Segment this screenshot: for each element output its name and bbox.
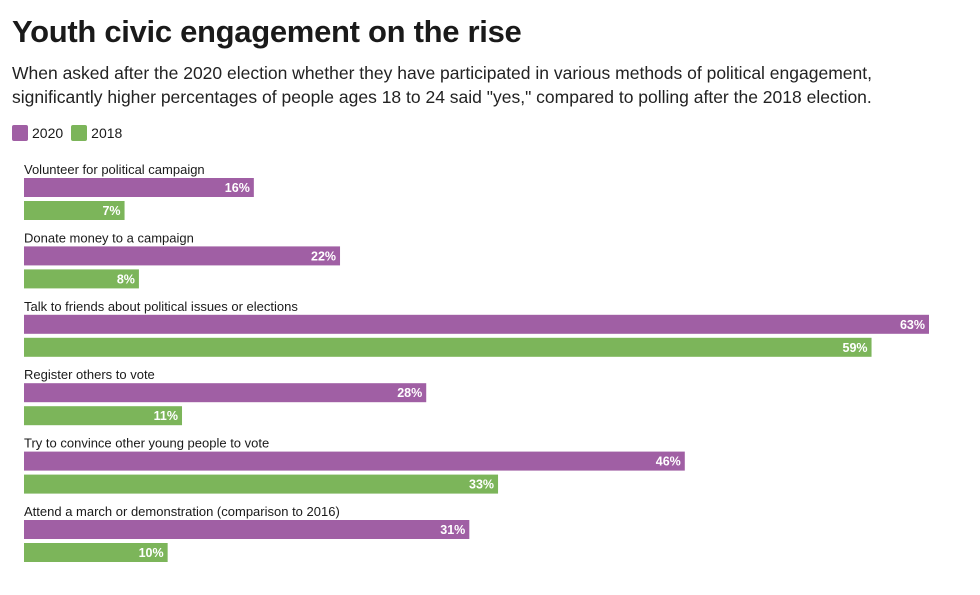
value-label-2020-talk-to-friends-about-political-issues-or-elections: 63% xyxy=(900,318,925,332)
category-label-try-to-convince-other-young-people-to-vote: Try to convince other young people to vo… xyxy=(24,436,269,451)
value-label-2020-donate-money-to-a-campaign: 22% xyxy=(311,249,336,263)
value-label-2018-talk-to-friends-about-political-issues-or-elections: 59% xyxy=(843,341,868,355)
chart-subtitle: When asked after the 2020 election wheth… xyxy=(12,63,872,107)
value-label-2018-register-others-to-vote: 11% xyxy=(154,409,178,423)
value-label-2018-attend-a-march-or-demonstration-comparison-to-2016: 10% xyxy=(139,546,164,560)
category-label-donate-money-to-a-campaign: Donate money to a campaign xyxy=(24,230,194,245)
bar-2018-attend-a-march-or-demonstration-comparison-to-2016 xyxy=(24,543,168,562)
value-label-2018-try-to-convince-other-young-people-to-vote: 33% xyxy=(469,478,494,492)
legend-item-2018: 2018 xyxy=(71,125,122,141)
category-label-volunteer-for-political-campaign: Volunteer for political campaign xyxy=(24,162,205,177)
bar-2018-register-others-to-vote xyxy=(24,406,183,426)
bar-2020-register-others-to-vote xyxy=(24,383,427,403)
legend-label-2018: 2018 xyxy=(91,125,123,141)
value-label-2018-volunteer-for-political-campaign: 7% xyxy=(102,204,120,218)
bar-2020-donate-money-to-a-campaign xyxy=(24,246,341,266)
bar-2018-volunteer-for-political-campaign xyxy=(24,201,125,220)
bar-2018-donate-money-to-a-campaign xyxy=(24,269,139,289)
category-label-talk-to-friends-about-political-issues-or-elections: Talk to friends about political issues o… xyxy=(24,299,298,314)
legend-label-2020: 2020 xyxy=(32,125,64,141)
value-label-2020-attend-a-march-or-demonstration-comparison-to-2016: 31% xyxy=(440,523,465,537)
bar-2020-attend-a-march-or-demonstration-comparison-to-2016 xyxy=(24,520,470,539)
bar-2020-volunteer-for-political-campaign xyxy=(24,178,254,197)
chart-title: Youth civic engagement on the rise xyxy=(12,14,522,49)
bar-2020-talk-to-friends-about-political-issues-or-elections xyxy=(24,314,929,334)
legend-swatch-2018 xyxy=(71,125,88,141)
value-label-2020-register-others-to-vote: 28% xyxy=(397,386,422,400)
category-label-register-others-to-vote: Register others to vote xyxy=(24,367,155,382)
value-label-2020-try-to-convince-other-young-people-to-vote: 46% xyxy=(656,455,681,469)
value-label-2018-donate-money-to-a-campaign: 8% xyxy=(117,272,135,286)
legend-item-2020: 2020 xyxy=(12,125,63,141)
bar-2020-try-to-convince-other-young-people-to-vote xyxy=(24,451,685,471)
legend-swatch-2020 xyxy=(12,125,28,141)
value-label-2020-volunteer-for-political-campaign: 16% xyxy=(225,181,250,195)
category-label-attend-a-march-or-demonstration-comparison-to-2016: Attend a march or demonstration (compari… xyxy=(24,504,340,519)
bar-2018-talk-to-friends-about-political-issues-or-elections xyxy=(24,337,872,357)
legend: 2020 2018 xyxy=(12,125,130,141)
bar-2018-try-to-convince-other-young-people-to-vote xyxy=(24,474,499,494)
